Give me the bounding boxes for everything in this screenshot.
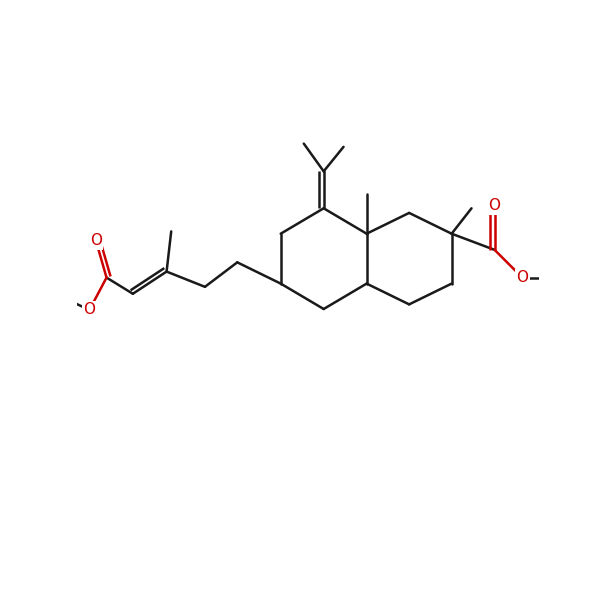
Text: O: O bbox=[90, 233, 102, 248]
Text: O: O bbox=[488, 199, 500, 214]
Text: O: O bbox=[517, 270, 529, 285]
Text: O: O bbox=[83, 302, 95, 317]
